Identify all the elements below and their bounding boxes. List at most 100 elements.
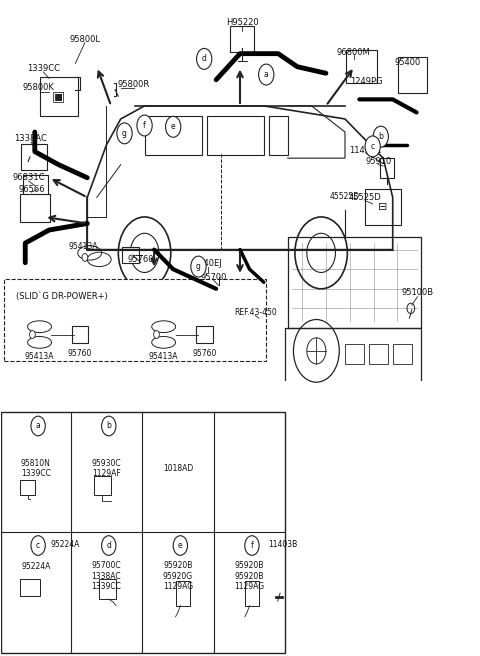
Circle shape [130, 234, 159, 272]
FancyBboxPatch shape [24, 175, 48, 200]
Text: 45525D: 45525D [330, 192, 360, 201]
Circle shape [118, 217, 171, 289]
FancyBboxPatch shape [365, 189, 401, 225]
Circle shape [102, 536, 116, 556]
FancyBboxPatch shape [398, 56, 427, 92]
Text: ⊟: ⊟ [378, 202, 388, 212]
Text: 1018AD: 1018AD [163, 464, 193, 473]
Bar [393, 344, 412, 364]
Text: 95930C
1129AF: 95930C 1129AF [92, 459, 121, 478]
Circle shape [30, 331, 35, 338]
Circle shape [373, 126, 388, 147]
Bar [21, 579, 39, 596]
Text: 95910: 95910 [365, 157, 392, 166]
Bar [99, 579, 116, 599]
Text: 96831C: 96831C [12, 173, 45, 182]
Text: f: f [143, 121, 146, 130]
Circle shape [154, 331, 159, 338]
Bar [176, 581, 190, 605]
Text: 96566: 96566 [18, 185, 45, 194]
Circle shape [166, 116, 181, 137]
FancyBboxPatch shape [346, 51, 377, 83]
Circle shape [407, 303, 415, 314]
Text: 95224A: 95224A [21, 562, 50, 571]
Text: 95100B: 95100B [401, 287, 433, 297]
Text: d: d [107, 541, 111, 550]
Bar [269, 115, 288, 155]
Circle shape [82, 253, 88, 261]
Text: d: d [202, 54, 207, 64]
FancyBboxPatch shape [196, 327, 213, 342]
Circle shape [102, 416, 116, 436]
Text: 96800M: 96800M [336, 48, 371, 57]
FancyBboxPatch shape [4, 279, 266, 361]
Circle shape [137, 115, 152, 136]
Bar [369, 344, 388, 364]
Text: 95413A: 95413A [149, 352, 179, 361]
Text: REF.43-450: REF.43-450 [234, 308, 276, 318]
Bar [345, 344, 364, 364]
Bar [206, 115, 264, 155]
Text: 1140EJ: 1140EJ [193, 260, 222, 268]
Text: 1249PG: 1249PG [349, 77, 382, 86]
Text: c: c [36, 541, 40, 550]
Text: ▣: ▣ [52, 89, 65, 103]
Circle shape [259, 64, 274, 85]
Text: 95413A: 95413A [69, 242, 98, 251]
Text: 95760: 95760 [68, 349, 92, 358]
Text: 95700: 95700 [201, 272, 227, 281]
Text: g: g [122, 129, 127, 138]
Bar [144, 115, 202, 155]
Text: a: a [264, 70, 269, 79]
Bar [21, 480, 35, 495]
FancyBboxPatch shape [380, 158, 394, 178]
Circle shape [307, 338, 326, 364]
Circle shape [245, 536, 259, 556]
Text: 95700C
1338AC
1339CC: 95700C 1338AC 1339CC [92, 562, 121, 591]
Text: 95760: 95760 [128, 255, 154, 264]
Text: 1339CC: 1339CC [27, 64, 60, 73]
Text: 11403B: 11403B [269, 540, 298, 548]
FancyBboxPatch shape [21, 144, 47, 170]
Text: 95800K: 95800K [23, 83, 55, 92]
Text: g: g [196, 262, 201, 271]
Circle shape [117, 123, 132, 144]
Text: f: f [251, 541, 253, 550]
Text: 95400: 95400 [395, 58, 421, 68]
Text: a: a [36, 422, 40, 430]
Circle shape [197, 49, 212, 70]
Text: b: b [378, 132, 383, 141]
Text: 95413A: 95413A [25, 352, 54, 361]
Circle shape [191, 256, 206, 277]
Text: 1338AC: 1338AC [14, 134, 48, 143]
FancyBboxPatch shape [20, 194, 50, 222]
Text: (SLID`G DR-POWER+): (SLID`G DR-POWER+) [16, 292, 108, 301]
Bar [1, 411, 285, 653]
Text: 95760: 95760 [192, 349, 216, 358]
FancyBboxPatch shape [230, 26, 254, 52]
Text: 45525D: 45525D [348, 193, 382, 202]
Text: 95920B
95920B
1129AG: 95920B 95920B 1129AG [235, 562, 264, 591]
Circle shape [295, 217, 348, 289]
FancyBboxPatch shape [72, 327, 88, 342]
Text: 95800R: 95800R [118, 80, 150, 89]
FancyBboxPatch shape [39, 77, 78, 115]
Text: 95920B
95920G
1129AG: 95920B 95920G 1129AG [163, 562, 193, 591]
Circle shape [365, 136, 380, 157]
Circle shape [31, 536, 45, 556]
Text: 95224A: 95224A [50, 540, 80, 548]
FancyBboxPatch shape [205, 281, 232, 313]
Circle shape [307, 234, 336, 272]
Bar [245, 581, 259, 605]
Bar [95, 476, 111, 495]
Text: e: e [171, 122, 176, 131]
Text: c: c [371, 142, 375, 151]
Circle shape [293, 319, 339, 382]
FancyBboxPatch shape [122, 247, 139, 263]
Text: 95810N
1339CC: 95810N 1339CC [21, 459, 51, 478]
Text: 1141AC: 1141AC [349, 146, 382, 155]
Text: e: e [178, 541, 183, 550]
Text: b: b [107, 422, 111, 430]
Text: H95220: H95220 [226, 18, 259, 27]
Circle shape [31, 416, 45, 436]
